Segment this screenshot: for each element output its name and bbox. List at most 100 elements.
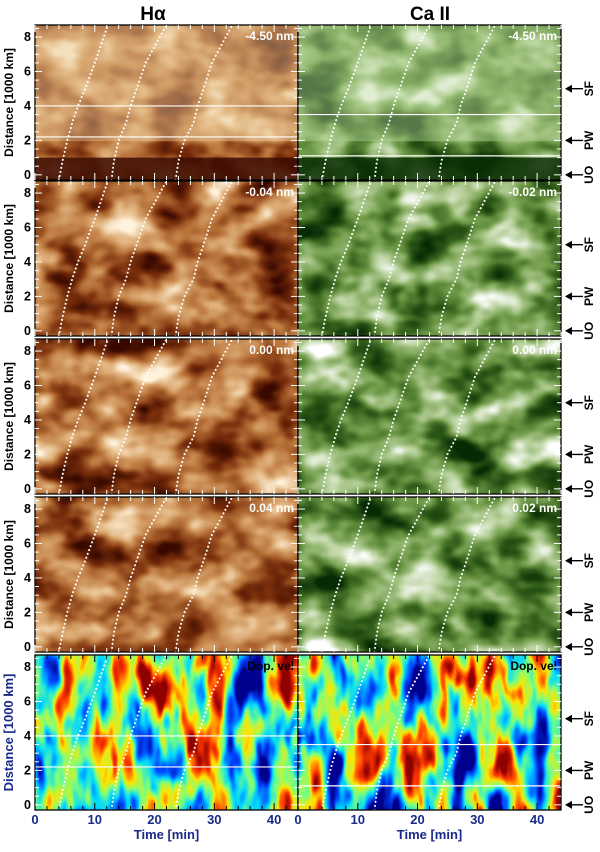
arrow-head-icon: [565, 398, 572, 407]
heatmap-texture: [35, 25, 298, 180]
heatmap-texture: [35, 181, 298, 336]
track-line-2: [174, 25, 234, 180]
bright-layer: [35, 25, 298, 142]
panel-ca-1: -0.02 nm SF PW UO: [297, 180, 596, 340]
track-line-2: [437, 339, 497, 494]
marker-label: SF: [582, 711, 596, 726]
marker-label: PW: [582, 286, 596, 306]
y-tick-label: 0: [24, 798, 31, 812]
panel-halpha-2: 0.00 nm 0 2 4 6 8 Distance [1000 km]: [2, 338, 299, 496]
y-tick-label: 2: [24, 763, 31, 777]
track-line-2: [174, 181, 234, 336]
track-line-0: [57, 339, 109, 494]
dark-band: [298, 157, 561, 180]
y-tick-label: 0: [24, 324, 31, 338]
x-axis-label: Time [min]: [134, 827, 200, 842]
y-tick-label: 4: [24, 255, 31, 269]
wavelength-label: -0.02 nm: [508, 185, 557, 199]
panel-halpha-4: Dop. vel 0 2 4 6 8 Distance [1000 km] 0 10 20 30 40…: [1, 654, 299, 842]
track-line-0: [320, 497, 372, 652]
wavelength-label: -0.04 nm: [245, 185, 294, 199]
track-line-2: [437, 181, 497, 336]
x-tick-label: 30: [207, 812, 221, 827]
track-line-2: [437, 497, 497, 652]
track-line-0: [320, 25, 372, 180]
y-tick-label: 4: [24, 571, 31, 585]
y-tick-label: 2: [24, 289, 31, 303]
heatmap-texture: [298, 655, 561, 810]
arrow-head-icon: [565, 484, 572, 493]
arrow-head-icon: [565, 766, 572, 775]
heatmap-texture: [298, 181, 561, 336]
y-tick-label: 4: [24, 99, 31, 113]
marker-label: UO: [582, 166, 596, 184]
x-tick-label: 40: [267, 812, 281, 827]
y-tick-label: 2: [24, 605, 31, 619]
marker-label: UO: [582, 638, 596, 656]
x-tick-label: 0: [31, 812, 38, 827]
x-axis-label: Time [min]: [397, 827, 463, 842]
track-line-2: [174, 339, 234, 494]
heatmap-texture: [35, 655, 298, 810]
x-tick-label: 20: [410, 812, 424, 827]
panel-ca-4: Dop. vel SF PW UO 0 10 20 30 40 Time [min]: [294, 654, 596, 842]
track-line-2: [174, 655, 234, 810]
marker-label: SF: [582, 395, 596, 410]
y-tick-label: 8: [24, 30, 31, 44]
y-tick-label: 8: [24, 660, 31, 674]
marker-label: UO: [582, 796, 596, 814]
wavelength-label: 0.00 nm: [512, 343, 557, 357]
marker-label: SF: [582, 81, 596, 96]
y-tick-label: 6: [24, 221, 31, 235]
column-title-halpha: Hα: [140, 4, 166, 25]
dark-band: [35, 157, 298, 180]
arrow-head-icon: [565, 84, 572, 93]
marker-label: PW: [582, 602, 596, 622]
arrow-head-icon: [565, 642, 572, 651]
heatmap-texture: [35, 339, 298, 494]
track-line-0: [320, 339, 372, 494]
y-axis-label: Distance [1000 km]: [2, 362, 16, 471]
arrow-head-icon: [565, 608, 572, 617]
y-tick-label: 0: [24, 640, 31, 654]
wavelength-label: 0.00 nm: [249, 343, 294, 357]
track-line-0: [320, 181, 372, 336]
marker-label: UO: [582, 480, 596, 498]
y-axis-label: Distance [1000 km]: [2, 520, 16, 629]
marker-label: PW: [582, 130, 596, 150]
wavelength-label: Dop. vel: [510, 659, 557, 673]
y-tick-label: 6: [24, 379, 31, 393]
y-tick-label: 8: [24, 186, 31, 200]
x-tick-label: 20: [147, 812, 161, 827]
track-line-0: [57, 497, 109, 652]
y-tick-label: 4: [24, 413, 31, 427]
panel-ca-3: 0.02 nm SF PW UO: [297, 496, 596, 656]
panel-halpha-1: -0.04 nm 0 2 4 6 8 Distance [1000 km]: [2, 180, 299, 338]
arrow-head-icon: [565, 556, 572, 565]
y-tick-label: 6: [24, 65, 31, 79]
marker-label: SF: [582, 553, 596, 568]
arrow-head-icon: [565, 240, 572, 249]
wavelength-label: 0.02 nm: [512, 501, 557, 515]
y-tick-label: 6: [24, 537, 31, 551]
column-title-ca: Ca II: [410, 4, 450, 25]
track-line-2: [174, 497, 234, 652]
arrow-head-icon: [565, 450, 572, 459]
y-tick-label: 0: [24, 168, 31, 182]
wavelength-label: 0.04 nm: [249, 501, 294, 515]
arrow-head-icon: [565, 326, 572, 335]
y-tick-label: 6: [24, 695, 31, 709]
arrow-head-icon: [565, 292, 572, 301]
x-tick-label: 40: [530, 812, 544, 827]
wavelength-label: Dop. vel: [247, 659, 294, 673]
arrow-head-icon: [565, 714, 572, 723]
y-tick-label: 0: [24, 482, 31, 496]
marker-label: PW: [582, 444, 596, 464]
marker-label: SF: [582, 237, 596, 252]
track-line-0: [57, 655, 109, 810]
wavelength-label: -4.50 nm: [245, 29, 294, 43]
panel-ca-0: -4.50 nm SF PW UO: [297, 24, 596, 184]
track-line-0: [57, 181, 109, 336]
x-tick-label: 0: [294, 812, 301, 827]
